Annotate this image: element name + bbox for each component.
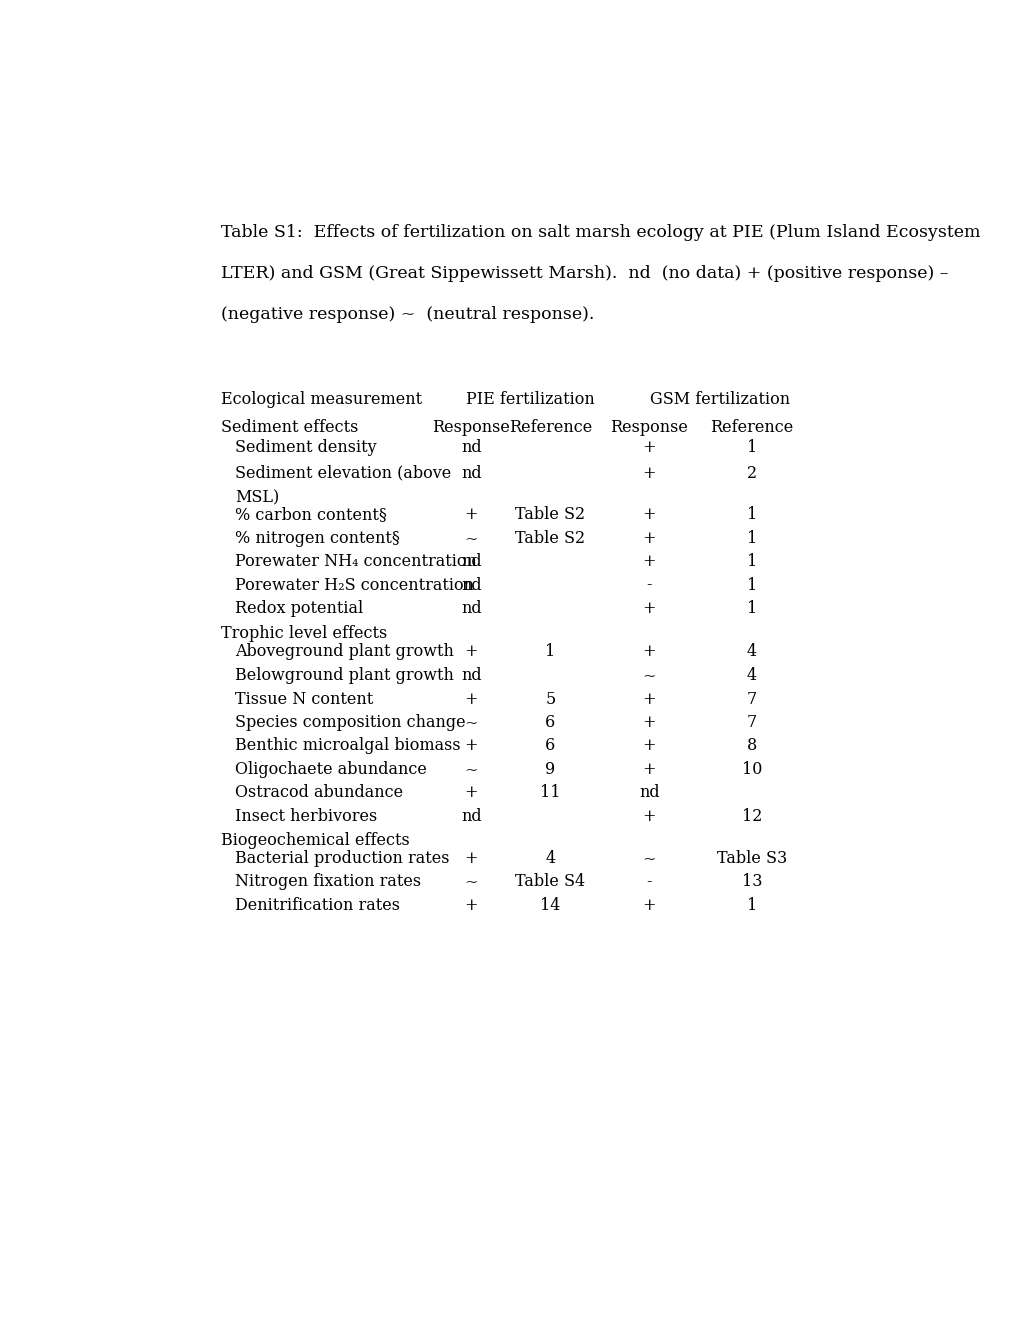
Text: Response: Response xyxy=(432,418,510,436)
Text: LTER) and GSM (Great Sippewissett Marsh).  nd  (no data) + (positive response) –: LTER) and GSM (Great Sippewissett Marsh)… xyxy=(220,265,948,282)
Text: 1: 1 xyxy=(746,896,756,913)
Text: ~: ~ xyxy=(465,762,478,779)
Text: 4: 4 xyxy=(545,850,555,867)
Text: +: + xyxy=(642,507,655,524)
Text: Redox potential: Redox potential xyxy=(234,601,363,618)
Text: nd: nd xyxy=(638,784,659,801)
Text: 14: 14 xyxy=(540,896,560,913)
Text: 4: 4 xyxy=(746,644,756,660)
Text: 13: 13 xyxy=(741,873,761,890)
Text: 1: 1 xyxy=(746,577,756,594)
Text: +: + xyxy=(642,896,655,913)
Text: Trophic level effects: Trophic level effects xyxy=(220,626,386,642)
Text: -: - xyxy=(646,873,651,890)
Text: Porewater H₂S concentration: Porewater H₂S concentration xyxy=(234,577,474,594)
Text: GSM fertilization: GSM fertilization xyxy=(650,391,790,408)
Text: +: + xyxy=(642,762,655,779)
Text: Ecological measurement: Ecological measurement xyxy=(220,391,422,408)
Text: 9: 9 xyxy=(545,762,555,779)
Text: +: + xyxy=(465,896,478,913)
Text: Sediment elevation (above: Sediment elevation (above xyxy=(234,465,450,482)
Text: nd: nd xyxy=(461,465,481,482)
Text: Reference: Reference xyxy=(508,418,591,436)
Text: 1: 1 xyxy=(746,601,756,618)
Text: +: + xyxy=(642,644,655,660)
Text: 1: 1 xyxy=(746,529,756,546)
Text: +: + xyxy=(642,692,655,709)
Text: Table S4: Table S4 xyxy=(515,873,585,890)
Text: ~: ~ xyxy=(465,873,478,890)
Text: Species composition change: Species composition change xyxy=(234,714,466,731)
Text: Biogeochemical effects: Biogeochemical effects xyxy=(220,832,409,849)
Text: +: + xyxy=(642,440,655,457)
Text: (negative response) ~  (neutral response).: (negative response) ~ (neutral response)… xyxy=(220,306,594,323)
Text: +: + xyxy=(465,850,478,867)
Text: 1: 1 xyxy=(746,507,756,524)
Text: PIE fertilization: PIE fertilization xyxy=(466,391,594,408)
Text: Benthic microalgal biomass: Benthic microalgal biomass xyxy=(234,738,461,755)
Text: Table S2: Table S2 xyxy=(515,507,585,524)
Text: 11: 11 xyxy=(540,784,560,801)
Text: +: + xyxy=(642,601,655,618)
Text: 7: 7 xyxy=(746,692,756,709)
Text: % carbon content§: % carbon content§ xyxy=(234,507,386,524)
Text: +: + xyxy=(642,529,655,546)
Text: nd: nd xyxy=(461,577,481,594)
Text: 8: 8 xyxy=(746,738,756,755)
Text: ~: ~ xyxy=(465,714,478,731)
Text: Belowground plant growth: Belowground plant growth xyxy=(234,668,453,684)
Text: +: + xyxy=(465,644,478,660)
Text: Insect herbivores: Insect herbivores xyxy=(234,808,377,825)
Text: Sediment density: Sediment density xyxy=(234,440,376,457)
Text: 6: 6 xyxy=(545,714,555,731)
Text: ~: ~ xyxy=(642,668,655,684)
Text: 1: 1 xyxy=(746,553,756,570)
Text: 2: 2 xyxy=(746,465,756,482)
Text: +: + xyxy=(465,784,478,801)
Text: +: + xyxy=(642,738,655,755)
Text: 1: 1 xyxy=(545,644,555,660)
Text: Bacterial production rates: Bacterial production rates xyxy=(234,850,449,867)
Text: +: + xyxy=(642,714,655,731)
Text: Denitrification rates: Denitrification rates xyxy=(234,896,399,913)
Text: 1: 1 xyxy=(746,440,756,457)
Text: nd: nd xyxy=(461,668,481,684)
Text: nd: nd xyxy=(461,553,481,570)
Text: Table S2: Table S2 xyxy=(515,529,585,546)
Text: nd: nd xyxy=(461,808,481,825)
Text: Reference: Reference xyxy=(709,418,793,436)
Text: ~: ~ xyxy=(642,850,655,867)
Text: 5: 5 xyxy=(545,692,555,709)
Text: +: + xyxy=(642,553,655,570)
Text: % nitrogen content§: % nitrogen content§ xyxy=(234,529,399,546)
Text: 12: 12 xyxy=(741,808,761,825)
Text: Sediment effects: Sediment effects xyxy=(220,418,358,436)
Text: MSL): MSL) xyxy=(234,490,279,507)
Text: +: + xyxy=(465,507,478,524)
Text: nd: nd xyxy=(461,601,481,618)
Text: Aboveground plant growth: Aboveground plant growth xyxy=(234,644,453,660)
Text: 7: 7 xyxy=(746,714,756,731)
Text: Tissue N content: Tissue N content xyxy=(234,692,373,709)
Text: Porewater NH₄ concentration: Porewater NH₄ concentration xyxy=(234,553,477,570)
Text: nd: nd xyxy=(461,440,481,457)
Text: Ostracod abundance: Ostracod abundance xyxy=(234,784,403,801)
Text: 4: 4 xyxy=(746,668,756,684)
Text: +: + xyxy=(642,465,655,482)
Text: Table S1:  Effects of fertilization on salt marsh ecology at PIE (Plum Island Ec: Table S1: Effects of fertilization on sa… xyxy=(220,224,979,242)
Text: 10: 10 xyxy=(741,762,761,779)
Text: Table S3: Table S3 xyxy=(716,850,787,867)
Text: Response: Response xyxy=(609,418,688,436)
Text: ~: ~ xyxy=(465,529,478,546)
Text: Oligochaete abundance: Oligochaete abundance xyxy=(234,762,427,779)
Text: -: - xyxy=(646,577,651,594)
Text: 6: 6 xyxy=(545,738,555,755)
Text: Nitrogen fixation rates: Nitrogen fixation rates xyxy=(234,873,421,890)
Text: +: + xyxy=(465,692,478,709)
Text: +: + xyxy=(465,738,478,755)
Text: +: + xyxy=(642,808,655,825)
